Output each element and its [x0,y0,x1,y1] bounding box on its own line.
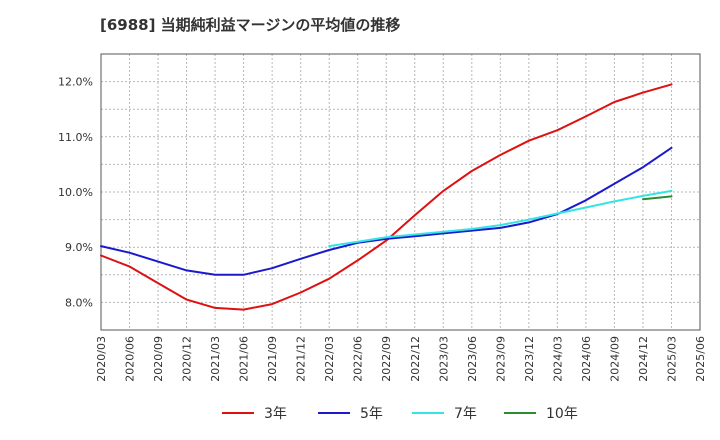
x-tick-label: 2023/12 [523,336,536,382]
y-tick-label: 10.0% [58,186,93,199]
x-tick-label: 2022/12 [409,336,422,382]
series-line [328,189,673,248]
legend-label: 3年 [264,406,287,422]
x-tick-label: 2024/06 [580,336,593,382]
y-tick-labels: 8.0% 9.0% 10.0% 11.0% 12.0% [58,76,93,310]
axes [100,53,701,331]
x-tick-label: 2021/12 [295,336,308,382]
series-line [642,195,673,201]
chart-title: [6988] 当期純利益マージンの平均値の推移 [100,16,401,34]
x-tick-label: 2023/06 [466,336,479,382]
plot-frame [100,53,701,331]
x-tick-label: 2021/09 [266,336,279,382]
x-tick-label: 2023/03 [437,336,450,382]
x-tick-label: 2021/03 [209,336,222,382]
y-tick-label: 8.0% [65,296,93,309]
x-tick-label: 2025/06 [694,336,707,382]
x-tick-label: 2020/09 [152,336,165,382]
x-tick-label: 2023/09 [494,336,507,382]
legend: 3年 5年 7年 10年 [222,406,578,422]
x-tick-label: 2025/03 [665,336,678,382]
legend-label: 5年 [360,406,383,422]
x-tick-label: 2020/12 [181,336,194,382]
series-line [100,83,673,311]
y-tick-label: 11.0% [58,131,93,144]
legend-label: 7年 [454,406,477,422]
x-tick-label: 2022/06 [352,336,365,382]
x-tick-label: 2020/06 [124,336,137,382]
x-tick-labels: 2020/03 2020/06 2020/09 2020/12 2021/03 2021/… [95,336,707,382]
x-tick-label: 2020/03 [95,336,108,382]
legend-label: 10年 [546,406,578,422]
x-tick-label: 2024/03 [551,336,564,382]
x-tick-label: 2024/12 [637,336,650,382]
grid-lines [100,53,701,331]
y-tick-label: 9.0% [65,241,93,254]
x-tick-label: 2022/03 [323,336,336,382]
series-lines [100,83,673,311]
x-tick-label: 2022/09 [380,336,393,382]
series-line [100,146,673,276]
x-tick-label: 2024/09 [608,336,621,382]
x-tick-label: 2021/06 [238,336,251,382]
y-tick-label: 12.0% [58,76,93,89]
